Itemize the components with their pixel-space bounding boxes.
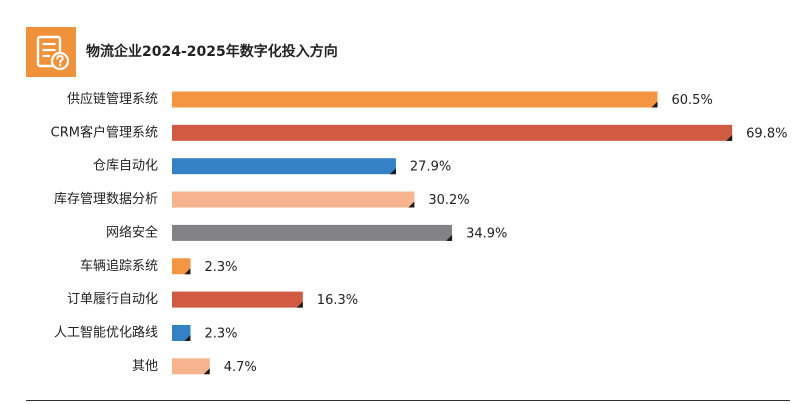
bar-corner-marker [446, 234, 453, 241]
bar [172, 91, 658, 108]
value-label: 4.7% [224, 360, 257, 375]
value-label: 27.9% [410, 160, 451, 175]
bar [172, 224, 453, 241]
value-label: 30.2% [428, 193, 469, 208]
bar-row: 人工智能优化路线 2.3% [54, 324, 238, 341]
bar-row: 其他 4.7% [132, 358, 257, 375]
bar [172, 191, 415, 208]
bar-row: 订单履行自动化 16.3% [67, 291, 358, 308]
category-label: 仓库自动化 [93, 158, 158, 174]
bar [172, 258, 191, 275]
category-label: 供应链管理系统 [67, 91, 158, 107]
bar-corner-marker [203, 368, 210, 375]
bar-corner-marker [184, 268, 191, 275]
bar-row: 车辆追踪系统 2.3% [80, 258, 238, 275]
bar [172, 124, 733, 141]
value-label: 34.9% [466, 226, 507, 241]
value-label: 16.3% [317, 293, 358, 308]
category-label: 库存管理数据分析 [54, 191, 158, 207]
value-label: 69.8% [746, 126, 787, 141]
category-label: 其他 [132, 359, 158, 374]
bar-corner-marker [296, 301, 303, 308]
bar [172, 291, 303, 308]
bar-corner-marker [651, 101, 658, 108]
category-label: 订单履行自动化 [67, 292, 158, 307]
bar-corner-marker [408, 201, 415, 208]
value-label: 2.3% [204, 326, 237, 341]
category-label: 网络安全 [106, 224, 158, 240]
category-label: 人工智能优化路线 [54, 324, 158, 340]
bar [172, 324, 191, 341]
chart-title: 物流企业2024-2025年数字化投入方向 [86, 44, 338, 60]
value-label: 2.3% [204, 260, 237, 275]
document-question-icon [26, 27, 76, 77]
bar-row: 供应链管理系统 60.5% [67, 91, 713, 108]
bar [172, 158, 396, 175]
value-label: 60.5% [672, 93, 713, 108]
bar-row: CRM客户管理系统 69.8% [51, 124, 788, 141]
bar-row: 库存管理数据分析 30.2% [54, 191, 470, 208]
bar-corner-marker [389, 168, 396, 175]
category-label: 车辆追踪系统 [80, 258, 158, 274]
bar-corner-marker [184, 334, 191, 341]
bar-row: 仓库自动化 27.9% [93, 158, 451, 175]
bar-corner-marker [726, 134, 733, 141]
bottom-divider [26, 400, 790, 401]
category-label: CRM客户管理系统 [51, 124, 158, 140]
bar-row: 网络安全 34.9% [106, 224, 507, 241]
bar [172, 358, 210, 375]
